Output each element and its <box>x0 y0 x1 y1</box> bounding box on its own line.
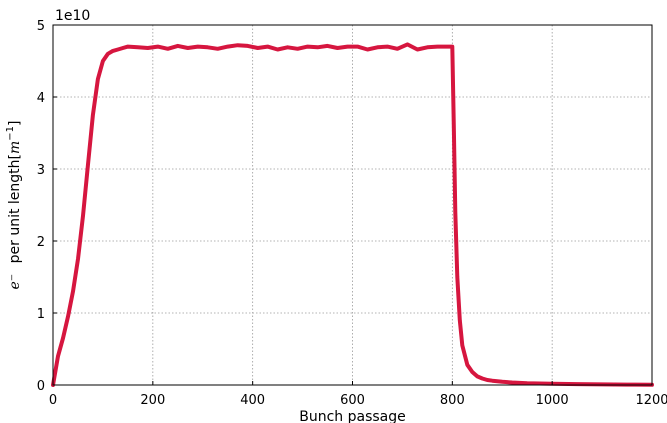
y-tick-label: 4 <box>37 91 45 106</box>
y-axis-label-prefix: e⁻ <box>7 274 23 290</box>
x-tick-label: 200 <box>140 393 165 408</box>
series-layer <box>51 42 654 387</box>
series-line <box>51 42 654 387</box>
y-axis-label-unit: m <box>7 141 23 154</box>
y-tick-label: 3 <box>37 163 45 178</box>
x-axis-label: Bunch passage <box>299 409 406 423</box>
x-tick-label: 1200 <box>635 393 667 408</box>
x-tick-label: 1000 <box>536 393 569 408</box>
y-scale-label: 1e10 <box>55 8 90 24</box>
y-tick-label: 5 <box>37 19 45 34</box>
x-tick-label: 800 <box>440 393 465 408</box>
y-axis-label-main: per unit length[ <box>7 154 23 263</box>
y-tick-label: 0 <box>37 379 45 394</box>
y-tick-label: 2 <box>37 235 45 250</box>
tick-layer: 0 200 400 600 800 1000 1200 0 1 2 3 4 5 <box>37 19 667 408</box>
y-tick-label: 1 <box>37 307 45 322</box>
grid-lines <box>53 25 652 385</box>
y-axis-label-close: ] <box>7 120 23 125</box>
x-tick-label: 0 <box>49 393 57 408</box>
x-tick-label: 400 <box>240 393 265 408</box>
y-axis-label-exponent: −1 <box>5 126 16 141</box>
y-axis-label: e⁻ per unit length[m−1] <box>5 120 23 289</box>
x-tick-label: 600 <box>340 393 365 408</box>
